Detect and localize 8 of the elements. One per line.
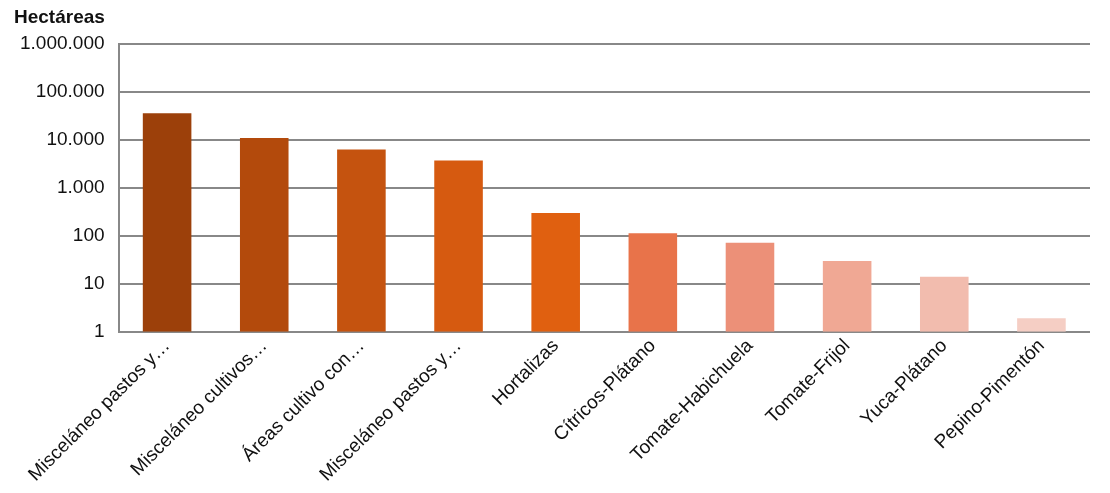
y-axis-title: Hectáreas [14, 6, 105, 28]
y-tick-label: 10 [83, 272, 105, 293]
y-tick-label: 100.000 [35, 80, 105, 102]
y-tick-label: 1.000 [56, 176, 105, 198]
y-tick-label: 10.000 [46, 128, 105, 150]
y-tick-label: 1 [93, 319, 105, 341]
y-tick-label: 100 [72, 224, 105, 246]
y-tick-label: 1.000.000 [19, 32, 105, 54]
